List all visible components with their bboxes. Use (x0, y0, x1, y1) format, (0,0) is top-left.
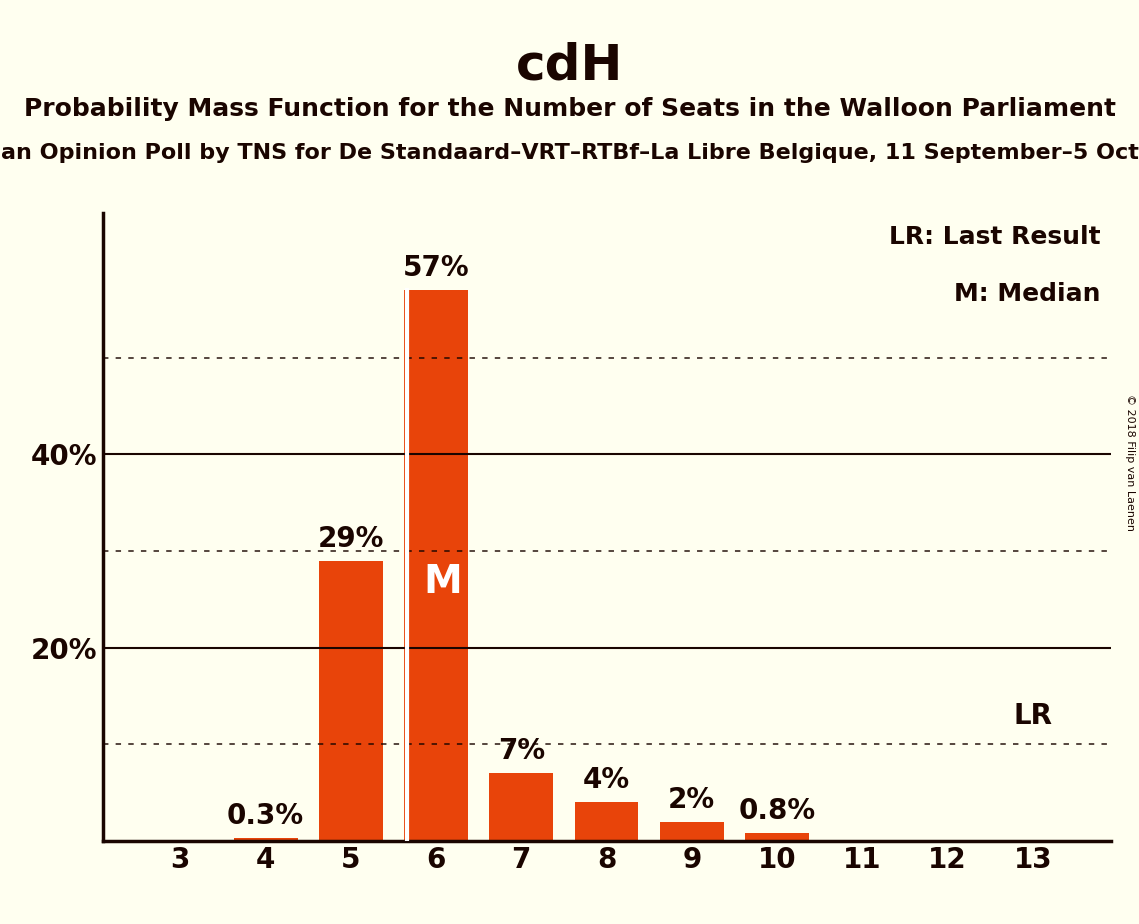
Text: 57%: 57% (403, 254, 469, 282)
Text: LR: Last Result: LR: Last Result (888, 225, 1100, 249)
Bar (574, 802, 639, 841)
Text: 2%: 2% (669, 785, 715, 814)
Bar (404, 290, 468, 841)
Text: M: Median: M: Median (954, 282, 1100, 306)
Text: 0.8%: 0.8% (738, 797, 816, 825)
Text: 7%: 7% (498, 737, 544, 765)
Bar (490, 773, 554, 841)
Text: Probability Mass Function for the Number of Seats in the Walloon Parliament: Probability Mass Function for the Number… (24, 97, 1115, 121)
Text: M: M (423, 563, 461, 601)
Bar (319, 561, 383, 841)
Text: an Opinion Poll by TNS for De Standaard–VRT–RTBf–La Libre Belgique, 11 September: an Opinion Poll by TNS for De Standaard–… (0, 143, 1139, 164)
Text: © 2018 Filip van Laenen: © 2018 Filip van Laenen (1125, 394, 1134, 530)
Text: 4%: 4% (583, 766, 630, 795)
Bar (659, 821, 723, 841)
Text: LR: LR (1014, 701, 1052, 730)
Bar (745, 833, 809, 841)
Text: cdH: cdH (516, 42, 623, 90)
Text: 0.3%: 0.3% (227, 802, 304, 830)
Bar (233, 838, 297, 841)
Text: 29%: 29% (318, 525, 384, 553)
